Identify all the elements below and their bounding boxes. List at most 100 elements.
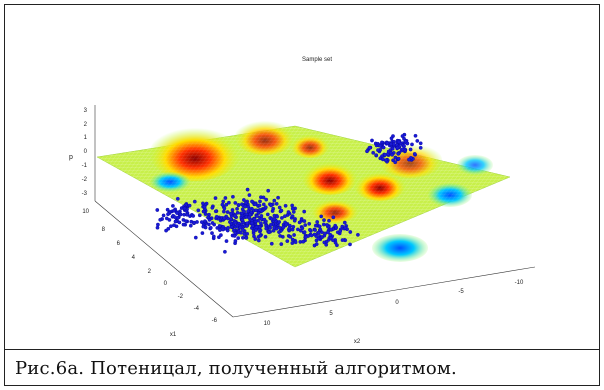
sample-point: [396, 156, 401, 161]
sample-point: [324, 242, 329, 247]
sample-point: [181, 218, 186, 222]
sample-point: [271, 228, 276, 233]
sample-point: [222, 209, 226, 214]
sample-point: [247, 193, 252, 197]
sample-point: [390, 146, 395, 151]
sample-point: [191, 214, 196, 218]
sample-point: [348, 242, 352, 247]
sample-point: [321, 222, 326, 227]
sample-point: [242, 209, 246, 214]
sample-point: [175, 196, 180, 201]
sample-point: [254, 228, 258, 232]
sample-point: [265, 212, 270, 217]
sample-point: [175, 211, 179, 215]
sample-point: [381, 157, 385, 162]
sample-point: [193, 235, 198, 240]
sample-point: [242, 232, 247, 236]
sample-point: [329, 227, 333, 232]
sample-point: [340, 238, 345, 242]
sample-point: [392, 142, 396, 147]
sample-point: [303, 235, 308, 239]
sample-point: [201, 201, 205, 206]
sample-point: [322, 240, 327, 245]
sample-point: [400, 134, 405, 138]
sample-point: [182, 206, 187, 211]
sample-point: [319, 214, 324, 219]
sample-point: [413, 133, 418, 138]
z-tick-label: 1: [84, 135, 88, 141]
sample-point: [188, 223, 193, 228]
sample-point: [314, 242, 319, 246]
sample-point: [325, 223, 329, 227]
sample-point: [166, 226, 171, 231]
y-tick-label: 4: [132, 255, 136, 261]
sample-point: [264, 226, 269, 231]
sample-point: [263, 234, 268, 239]
sample-point: [252, 234, 256, 239]
sample-point: [412, 152, 417, 156]
sample-point: [235, 206, 239, 211]
sample-point: [268, 226, 272, 230]
sample-point: [241, 235, 245, 240]
y-tick-label: 2: [148, 269, 152, 275]
sample-point: [290, 203, 295, 208]
axes-box: [94, 105, 536, 318]
sample-point: [192, 199, 197, 204]
sample-point: [287, 226, 292, 231]
sample-point: [389, 136, 394, 141]
sample-point: [210, 231, 214, 235]
figure-caption: Рис.6а. Потеницал, полученный алгоритмом…: [15, 358, 457, 379]
y-axis-label: x1: [170, 332, 177, 338]
sample-point: [173, 219, 178, 224]
sample-point: [391, 158, 395, 163]
sample-point: [293, 240, 298, 245]
sample-point: [303, 223, 308, 227]
sample-point: [230, 208, 235, 212]
sample-point: [407, 157, 411, 162]
sample-point: [368, 145, 372, 150]
sample-point: [274, 201, 279, 206]
sample-point: [395, 145, 400, 150]
sample-point: [178, 212, 183, 217]
sample-point: [259, 221, 263, 226]
sample-point: [256, 211, 261, 215]
sample-point: [343, 226, 348, 230]
sample-point: [267, 230, 271, 235]
figure-plot-area: Sample set: [5, 5, 599, 350]
sample-point: [277, 220, 282, 224]
sample-point: [381, 145, 386, 150]
sample-point: [418, 145, 423, 150]
sample-point: [213, 209, 218, 214]
x-tick-label: 5: [329, 311, 333, 317]
sample-point: [207, 222, 211, 227]
sample-point: [235, 223, 240, 228]
sample-point: [227, 200, 231, 205]
sample-point: [182, 212, 186, 217]
sample-point: [315, 220, 320, 224]
sample-point: [400, 147, 405, 152]
sample-point: [238, 225, 243, 230]
sample-point: [331, 238, 335, 243]
sample-point: [232, 234, 237, 238]
figure-frame: Sample set: [4, 4, 600, 386]
sample-point: [192, 220, 196, 225]
sample-point: [206, 215, 211, 220]
sample-point: [243, 204, 248, 209]
sample-point: [228, 220, 232, 224]
sample-point: [233, 239, 238, 243]
sample-point: [301, 239, 306, 244]
sample-points: [155, 132, 423, 254]
sample-point: [276, 195, 280, 200]
sample-point: [408, 147, 413, 152]
sample-point: [320, 235, 324, 240]
sample-point: [258, 199, 262, 204]
sample-point: [365, 149, 369, 154]
sample-point: [291, 224, 296, 229]
y-tick-label: 8: [102, 227, 106, 233]
sample-point: [203, 219, 207, 224]
z-tick-label: 2: [84, 122, 88, 128]
sample-point: [318, 227, 323, 232]
sample-point: [210, 221, 215, 225]
sample-point: [177, 220, 182, 225]
sample-point: [242, 198, 246, 202]
